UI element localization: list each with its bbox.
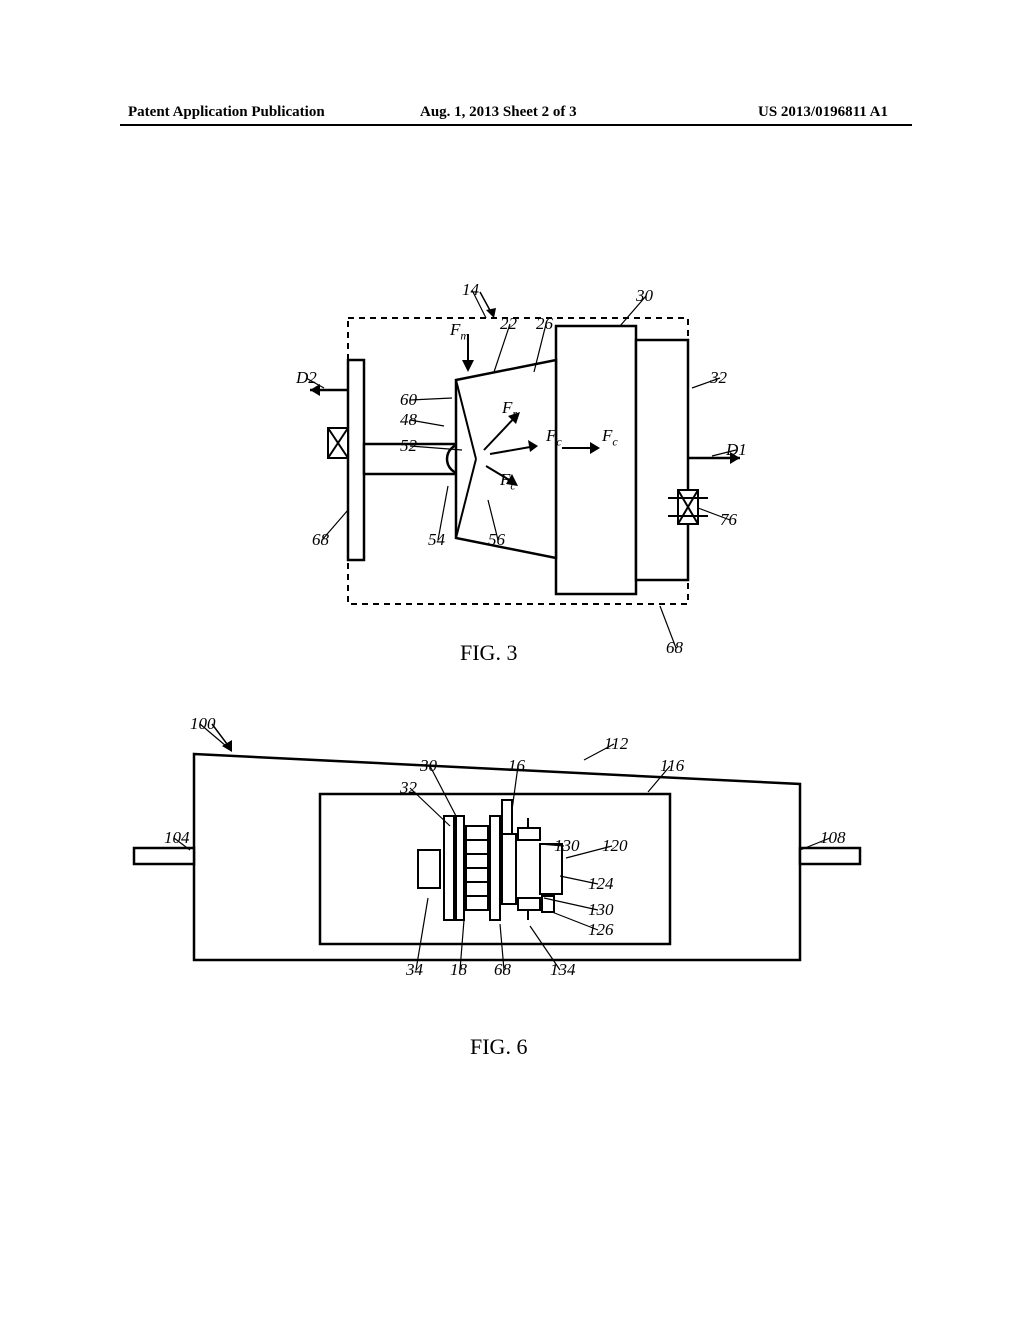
ref-label: Fm bbox=[450, 320, 469, 343]
ref-label: 76 bbox=[720, 510, 737, 530]
ref-label: Fc bbox=[500, 470, 516, 493]
ref-label: 30 bbox=[420, 756, 437, 776]
ref-label: 48 bbox=[400, 410, 417, 430]
ref-label: 108 bbox=[820, 828, 846, 848]
figure-3 bbox=[0, 0, 1024, 700]
ref-label: 26 bbox=[536, 314, 553, 334]
ref-label: 68 bbox=[494, 960, 511, 980]
fig3-caption: FIG. 3 bbox=[460, 640, 517, 666]
fig6-caption: FIG. 6 bbox=[470, 1034, 527, 1060]
ref-label: Fc bbox=[546, 426, 562, 449]
ref-label: 134 bbox=[550, 960, 576, 980]
ref-label: 100 bbox=[190, 714, 216, 734]
ref-label: 52 bbox=[400, 436, 417, 456]
ref-label: 68 bbox=[666, 638, 683, 658]
ref-label: D2 bbox=[296, 368, 317, 388]
ref-label: 116 bbox=[660, 756, 684, 776]
ref-label: 32 bbox=[400, 778, 417, 798]
ref-label: 18 bbox=[450, 960, 467, 980]
ref-label: 112 bbox=[604, 734, 628, 754]
ref-label: 120 bbox=[602, 836, 628, 856]
ref-label: 60 bbox=[400, 390, 417, 410]
ref-label: 34 bbox=[406, 960, 423, 980]
ref-label: 22 bbox=[500, 314, 517, 334]
ref-label: 130 bbox=[588, 900, 614, 920]
ref-label: 126 bbox=[588, 920, 614, 940]
ref-label: 124 bbox=[588, 874, 614, 894]
ref-label: D1 bbox=[726, 440, 747, 460]
ref-label: 16 bbox=[508, 756, 525, 776]
ref-label: 32 bbox=[710, 368, 727, 388]
ref-label: 68 bbox=[312, 530, 329, 550]
ref-label: 56 bbox=[488, 530, 505, 550]
ref-label: 130 bbox=[554, 836, 580, 856]
ref-label: Fc bbox=[602, 426, 618, 449]
ref-label: Fr bbox=[502, 398, 517, 421]
ref-label: 104 bbox=[164, 828, 190, 848]
ref-label: 14 bbox=[462, 280, 479, 300]
ref-label: 54 bbox=[428, 530, 445, 550]
ref-label: 30 bbox=[636, 286, 653, 306]
